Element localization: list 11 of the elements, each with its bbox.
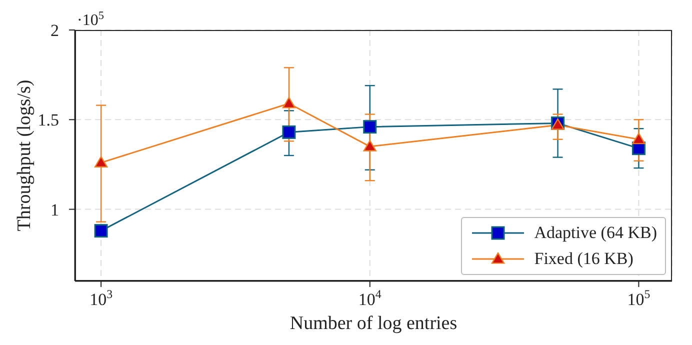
- x-axis-title: Number of log entries: [290, 313, 458, 334]
- text: ·10$^{5}$: [77, 10, 104, 29]
- x-tick-label: 10$^{3}$: [90, 287, 113, 309]
- y-axis-title: Throughput (logs/s): [14, 80, 35, 232]
- legend-label: Fixed (16 KB): [534, 248, 634, 270]
- y-tick-label: 1.5: [38, 110, 59, 130]
- x-tick-label: 10$^{4}$: [358, 287, 382, 309]
- x-tick-label: 10$^{5}$: [627, 287, 650, 309]
- y-tick-label: 1: [50, 200, 59, 220]
- y-tick-label: 2: [50, 21, 59, 40]
- legend-label: Adaptive (64 KB): [534, 222, 657, 244]
